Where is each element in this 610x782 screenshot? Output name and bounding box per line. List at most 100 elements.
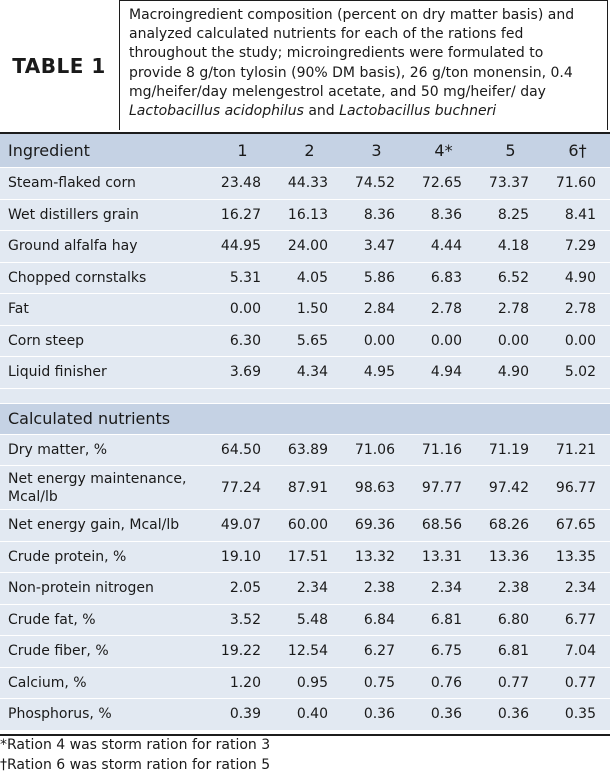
row-value: 24.00	[287, 238, 328, 255]
row-value: 12.54	[287, 643, 328, 660]
row-value: 4.44	[430, 238, 462, 255]
row-label: Crude fiber, %	[8, 643, 109, 660]
row-value: 6.75	[430, 643, 462, 660]
row-value: 0.40	[296, 706, 328, 723]
table-row: Corn steep 6.30 5.65 0.00 0.00 0.00 0.00	[0, 326, 610, 357]
row-value: 97.42	[488, 479, 529, 496]
row-value: 68.26	[488, 517, 529, 534]
row-value: 16.27	[220, 206, 261, 223]
table-row: Crude fiber, % 19.22 12.54 6.27 6.75 6.81 7.04	[0, 636, 610, 668]
row-label: Corn steep	[8, 332, 85, 349]
row-value: 8.36	[363, 206, 395, 223]
row-value: 8.36	[430, 206, 462, 223]
row-value: 74.52	[354, 175, 395, 192]
row-value: 7.29	[564, 238, 596, 255]
row-value: 69.36	[354, 517, 395, 534]
row-value: 2.38	[363, 580, 395, 597]
header-column: 4*	[434, 141, 453, 160]
table-row: Net energy maintenance, Mcal/lb 77.24 87.9…	[0, 466, 610, 510]
nutrients-section-header: Calculated nutrients	[0, 403, 610, 435]
row-value: 2.34	[296, 580, 328, 597]
row-label: Wet distillers grain	[8, 206, 139, 223]
nutrient-rows: Dry matter, % 64.50 63.89 71.06 71.16 71.19 71…	[0, 435, 610, 731]
row-value: 4.90	[497, 364, 529, 381]
header-column: 5	[505, 141, 516, 160]
row-value: 6.52	[497, 269, 529, 286]
row-value: 23.48	[220, 175, 261, 192]
table-row: Crude fat, % 3.52 5.48 6.84 6.81 6.80 6.77	[0, 605, 610, 636]
row-value: 13.36	[488, 548, 529, 565]
row-value: 6.30	[229, 332, 261, 349]
row-value: 1.50	[296, 301, 328, 318]
footnote-divider	[0, 734, 610, 736]
row-value: 2.78	[430, 301, 462, 318]
header-ingredient-label: Ingredient	[8, 140, 90, 160]
row-value: 13.32	[354, 548, 395, 565]
row-value: 4.18	[497, 238, 529, 255]
row-value: 6.27	[363, 643, 395, 660]
row-value: 0.39	[229, 706, 261, 723]
row-value: 13.31	[421, 548, 462, 565]
row-value: 0.00	[229, 301, 261, 318]
row-value: 49.07	[220, 517, 261, 534]
table-header-row: Ingredient 1 2 3 4* 5 6†	[0, 134, 610, 168]
row-label: Calcium, %	[8, 674, 87, 691]
header-column: 6†	[568, 141, 587, 160]
row-value: 71.06	[354, 441, 395, 458]
row-label: Non-protein nitrogen	[8, 580, 154, 597]
row-value: 0.00	[497, 332, 529, 349]
row-label: Ground alfalfa hay	[8, 238, 138, 255]
row-label: Crude protein, %	[8, 548, 127, 565]
row-label: Liquid finisher	[8, 364, 107, 381]
row-value: 73.37	[488, 175, 529, 192]
row-value: 2.34	[564, 580, 596, 597]
row-value: 0.36	[497, 706, 529, 723]
row-value: 6.80	[497, 611, 529, 628]
header-column: 2	[304, 141, 315, 160]
row-value: 60.00	[287, 517, 328, 534]
row-value: 6.81	[430, 611, 462, 628]
row-value: 87.91	[287, 479, 328, 496]
row-value: 5.48	[296, 611, 328, 628]
row-value: 4.94	[430, 364, 462, 381]
section-spacer	[0, 388, 610, 404]
row-value: 2.78	[564, 301, 596, 318]
table-row: Net energy gain, Mcal/lb 49.07 60.00 69.36 6…	[0, 510, 610, 542]
header-column: 3	[371, 141, 382, 160]
row-value: 8.25	[497, 206, 529, 223]
header-column: 1	[237, 141, 248, 160]
row-value: 71.21	[555, 441, 596, 458]
row-value: 3.47	[363, 238, 395, 255]
row-label: Dry matter, %	[8, 441, 108, 458]
row-value: 0.95	[296, 674, 328, 691]
row-value: 71.60	[555, 175, 596, 192]
row-label: Net energy maintenance, Mcal/lb	[8, 470, 187, 505]
row-value: 5.65	[296, 332, 328, 349]
row-value: 2.34	[430, 580, 462, 597]
caption-connector: and	[303, 103, 340, 120]
row-value: 5.31	[229, 269, 261, 286]
row-value: 4.05	[296, 269, 328, 286]
row-value: 0.36	[363, 706, 395, 723]
row-label: Fat	[8, 301, 29, 318]
row-value: 0.00	[363, 332, 395, 349]
row-label: Chopped cornstalks	[8, 269, 147, 286]
row-label: Crude fat, %	[8, 611, 96, 628]
row-value: 71.16	[421, 441, 462, 458]
row-value: 1.20	[229, 674, 261, 691]
row-value: 4.90	[564, 269, 596, 286]
row-value: 0.00	[430, 332, 462, 349]
row-value: 6.83	[430, 269, 462, 286]
row-value: 64.50	[220, 441, 261, 458]
table-row: Steam-flaked corn 23.48 44.33 74.52 72.65 73.…	[0, 168, 610, 200]
row-value: 0.77	[564, 674, 596, 691]
table-row: Dry matter, % 64.50 63.89 71.06 71.16 71.19 71…	[0, 435, 610, 466]
ingredient-rows: Steam-flaked corn 23.48 44.33 74.52 72.65 73.…	[0, 168, 610, 389]
row-value: 0.77	[497, 674, 529, 691]
row-value: 67.65	[555, 517, 596, 534]
composition-table: Ingredient 1 2 3 4* 5 6† Steam-flaked co…	[0, 132, 610, 731]
table-row: Crude protein, % 19.10 17.51 13.32 13.31 13.3…	[0, 542, 610, 573]
row-value: 2.05	[229, 580, 261, 597]
row-value: 0.36	[430, 706, 462, 723]
table-row: Liquid finisher 3.69 4.34 4.95 4.94 4.90 5.02	[0, 357, 610, 389]
